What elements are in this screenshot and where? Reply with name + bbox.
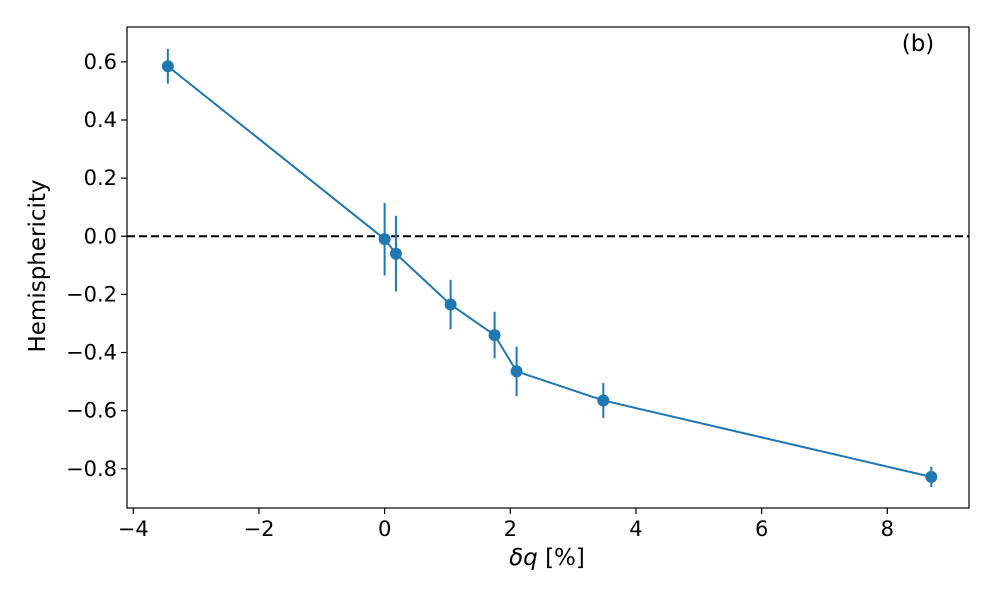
data-point [161, 60, 174, 73]
x-tick-label: −4 [118, 517, 149, 541]
y-tick-label: 0.4 [84, 108, 117, 132]
y-tick-label: −0.8 [66, 457, 117, 481]
y-tick-label: 0.0 [84, 224, 117, 248]
x-tick-label: 4 [629, 517, 642, 541]
x-tick-label: 2 [504, 517, 517, 541]
panel-label: (b) [902, 31, 935, 57]
y-axis-label: Hemisphericity [25, 179, 51, 352]
x-axis-symbol: δq [509, 545, 538, 571]
x-tick-label: 6 [755, 517, 768, 541]
y-tick-label: −0.4 [66, 341, 117, 365]
data-point [389, 247, 402, 260]
y-tick-label: −0.6 [66, 399, 117, 423]
axis-ticks: −4 −2 0 2 4 6 8 0.6 0.4 0.2 0.0 −0.2 −0.4 −0.6 −0.8 [66, 50, 894, 541]
data-point [444, 298, 457, 311]
y-tick-label: −0.2 [66, 282, 117, 306]
x-tick-label: 8 [881, 517, 894, 541]
x-tick-label: 0 [378, 517, 391, 541]
series-line [167, 65, 932, 478]
x-axis-unit: [%] [538, 545, 585, 571]
data-point [378, 233, 391, 246]
y-tick-label: 0.2 [84, 166, 117, 190]
data-point [597, 394, 610, 407]
x-axis-label: δq [%] [509, 545, 585, 571]
plot-frame [126, 26, 970, 509]
x-tick-label: −2 [243, 517, 274, 541]
plot-area [127, 48, 969, 488]
data-point [510, 365, 523, 378]
data-point [488, 329, 501, 342]
y-tick-label: 0.6 [84, 50, 117, 74]
data-point [925, 470, 938, 483]
